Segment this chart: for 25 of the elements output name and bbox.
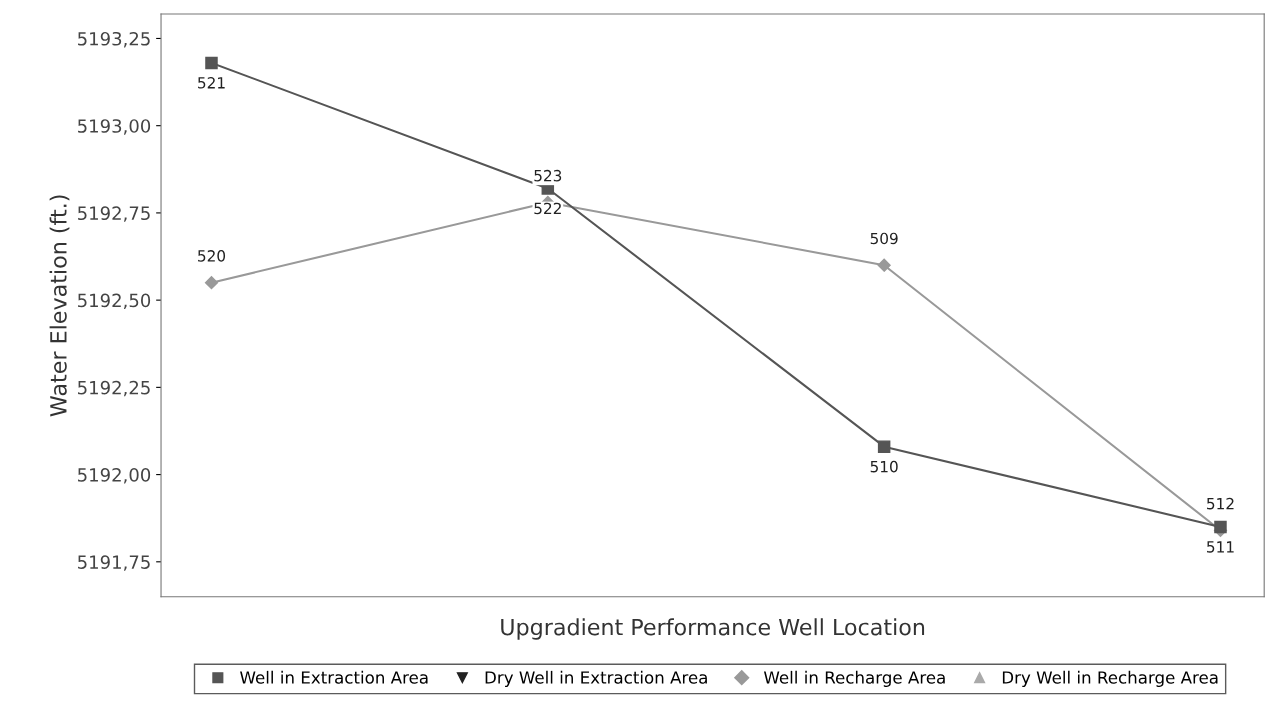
y-tick-label: 5193,00	[78, 119, 151, 135]
y-tick-label: 5193,25	[78, 31, 150, 48]
annotation: 509	[870, 232, 898, 245]
legend-label: Dry Well in Recharge Area	[1002, 670, 1218, 687]
y-tick-label: 5192,25	[78, 380, 150, 397]
annotation: 512	[1207, 497, 1234, 510]
annotation: 523	[534, 169, 562, 182]
point	[877, 258, 891, 272]
annotation: 520	[198, 250, 226, 262]
legend-label: Well in Recharge Area	[763, 670, 945, 687]
legend-label: Well in Extraction Area	[240, 670, 428, 684]
y-tick-label: 5191,75	[78, 555, 150, 571]
y-axis-title: Water Elevation (ft.)	[49, 195, 70, 417]
point	[205, 56, 218, 70]
y-tick-label: 5192,75	[78, 206, 150, 222]
x-axis-title: Upgradient Performance Well Location	[501, 618, 925, 640]
y-tick-label: 5192,50	[78, 293, 151, 310]
annotation: 510	[870, 460, 898, 473]
y-tick-label: 5192,00	[78, 468, 151, 484]
annotation: 511	[1207, 541, 1234, 553]
annotation: 521	[198, 77, 225, 89]
legend-label: Dry Well in Extraction Area	[485, 670, 707, 687]
point	[877, 440, 891, 453]
point	[204, 276, 219, 290]
annotation: 522	[534, 202, 561, 215]
